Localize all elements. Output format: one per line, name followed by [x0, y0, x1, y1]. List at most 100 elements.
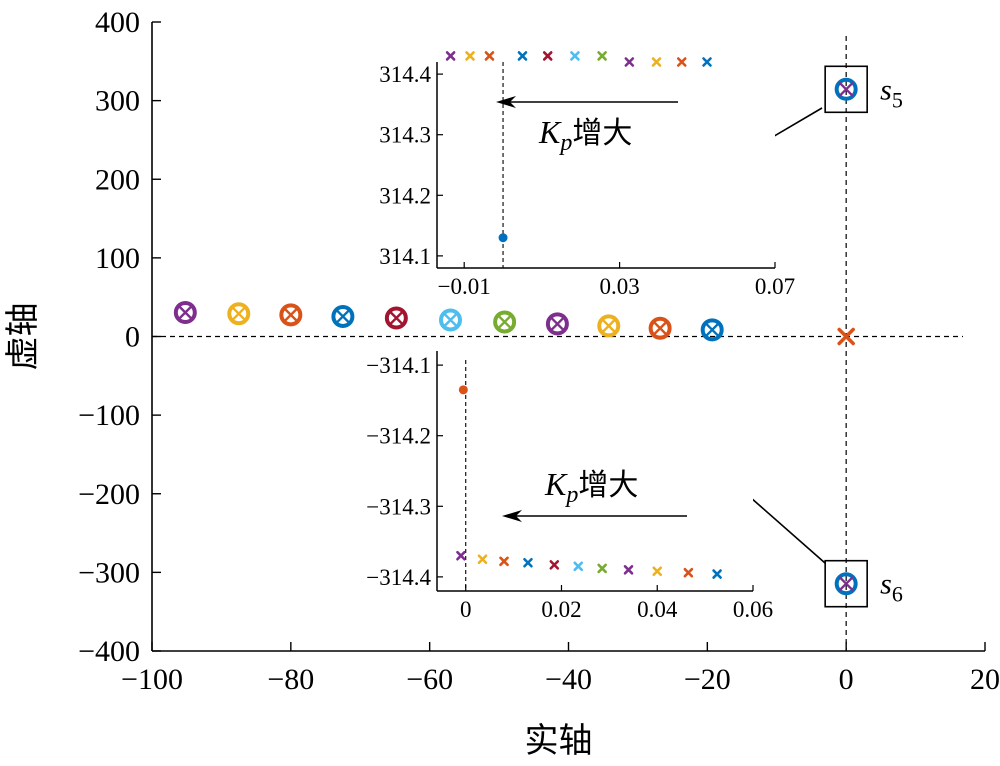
- main-x-tick-label: −40: [545, 663, 592, 696]
- trend-arrow-head: [496, 96, 516, 108]
- main-y-axis-label: 虚轴: [3, 303, 43, 371]
- pole-annotation-label: s5: [880, 73, 903, 112]
- pole-point: [700, 318, 724, 342]
- pole-cross: [550, 316, 565, 332]
- main-y-tick-label: −100: [78, 399, 140, 432]
- main-x-tick-label: −100: [121, 663, 183, 696]
- inset-y-tick-label: 314.4: [379, 62, 431, 87]
- lower-inset: 0 0.02 0.04 0.06 −314.4 −314.3 −314.2 −314.1 Kp增…: [366, 351, 773, 622]
- main-y-tick-label: 300: [95, 85, 140, 118]
- pole-point: [173, 301, 197, 325]
- inset-y-tick-label: −314.1: [366, 353, 431, 378]
- pole-point: [648, 316, 672, 340]
- inset-y-tick-label: 314.2: [379, 183, 431, 208]
- main-y-tick-label: −400: [78, 635, 140, 668]
- inset-point-x: [477, 554, 488, 565]
- inset-x-tick-label: −0.01: [438, 274, 491, 299]
- pole-circle: [545, 312, 569, 336]
- inset-point-x: [623, 565, 634, 575]
- inset-point-x: [597, 51, 607, 61]
- pole-circle: [227, 302, 251, 326]
- main-y-tick-label: −200: [78, 478, 140, 511]
- main-y-tick-label: 0: [125, 321, 140, 354]
- zoom-box-s5: [824, 65, 868, 114]
- pole-circle: [648, 316, 672, 340]
- pole-cross: [497, 314, 512, 330]
- pole-cross: [231, 306, 246, 321]
- inset-point-x: [676, 57, 687, 67]
- pole-cross: [283, 307, 299, 323]
- pole-annotation-label: s6: [880, 568, 903, 607]
- pole-point: [384, 306, 408, 330]
- pole-cross: [838, 82, 854, 97]
- main-y-tick-label: 100: [95, 242, 140, 275]
- inset-point-x: [445, 51, 456, 61]
- pole-point: [834, 572, 858, 596]
- inset-point-x: [712, 569, 722, 579]
- inset-x-tick-label: 0.06: [733, 597, 773, 622]
- pole-cross: [335, 309, 351, 324]
- main-y-tick-label: 200: [95, 163, 140, 196]
- pole-point: [279, 303, 303, 327]
- inset-y-tick-label: 314.1: [379, 244, 431, 269]
- inset-background: [437, 351, 753, 591]
- inset-point-x: [573, 561, 584, 572]
- pole-cross: [443, 312, 458, 328]
- inset-point-dot: [498, 233, 508, 243]
- inset-point-x: [683, 567, 694, 578]
- pole-circle: [331, 304, 355, 328]
- upper-inset: −0.01 0.03 0.07 314.1 314.2 314.3 314.4 Kp增大: [379, 51, 795, 299]
- pole-circle: [493, 310, 517, 334]
- pole-cross: [601, 318, 616, 334]
- trend-arrow-label: Kp增大: [544, 466, 638, 508]
- main-y-tick-label: −300: [78, 556, 140, 589]
- pole-circle: [279, 303, 303, 327]
- pole-point: [227, 302, 251, 326]
- pole-circle: [173, 301, 197, 325]
- zoom-box-s6: [824, 559, 868, 608]
- zoom-leader-line: [741, 489, 826, 564]
- main-y-tick-label: 400: [95, 6, 140, 39]
- pole-x: [837, 327, 855, 346]
- inset-x-tick-label: 0.03: [599, 274, 639, 299]
- pole-cross: [652, 321, 668, 336]
- pole-cross: [704, 322, 720, 338]
- trend-arrow-label: Kp增大: [538, 114, 632, 156]
- inset-y-tick-label: −314.3: [366, 494, 431, 519]
- inset-point-x: [517, 51, 528, 61]
- inset-point-x: [702, 57, 712, 67]
- pole-circle: [597, 314, 621, 338]
- inset-point-x: [570, 51, 580, 61]
- pole-cross: [389, 310, 404, 326]
- inset-point-x: [523, 557, 533, 568]
- pole-circle: [700, 318, 724, 342]
- main-x-tick-label: −80: [267, 663, 314, 696]
- pole-point: [331, 304, 355, 328]
- pole-point: [438, 308, 462, 332]
- inset-x-tick-label: 0: [460, 597, 472, 622]
- inset-point-x: [549, 560, 560, 570]
- inset-point-x: [651, 57, 662, 67]
- main-x-axis-label: 实轴: [525, 721, 593, 761]
- inset-point-x: [456, 550, 466, 561]
- inset-point-x: [597, 563, 607, 574]
- pole-circle: [384, 306, 408, 330]
- pole-point: [597, 314, 621, 338]
- inset-x-tick-label: 0.04: [637, 597, 678, 622]
- inset-point-x: [542, 51, 553, 61]
- pole-cross: [178, 305, 193, 320]
- main-x-tick-label: −20: [684, 663, 731, 696]
- inset-y-tick-label: 314.3: [379, 123, 431, 148]
- trend-arrow-head: [502, 510, 522, 522]
- inset-x-tick-label: 0.02: [541, 597, 581, 622]
- inset-background: [437, 62, 775, 268]
- pole-cross: [838, 576, 854, 591]
- main-x-tick-label: 0: [839, 663, 854, 696]
- inset-point-dot: [458, 385, 468, 395]
- pole-point: [493, 310, 517, 334]
- inset-x-tick-label: 0.07: [755, 274, 795, 299]
- main-x-tick-label: 20: [970, 663, 1000, 696]
- pole-circle: [834, 77, 858, 101]
- pole-circle: [438, 308, 462, 332]
